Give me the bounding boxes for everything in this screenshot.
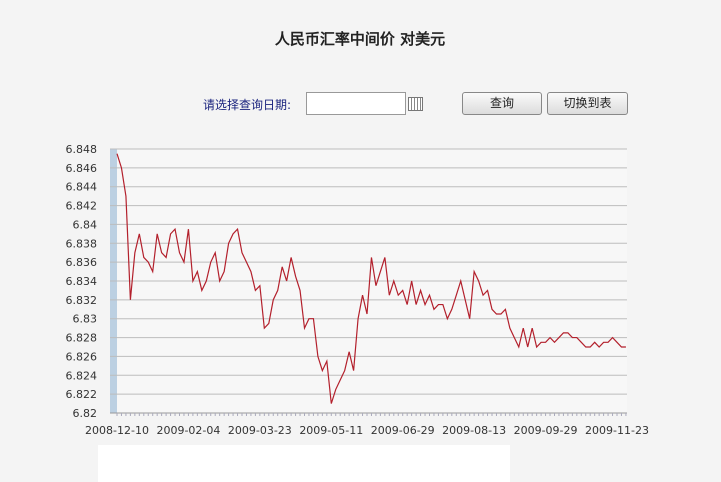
y-tick-label: 6.846 [66, 162, 98, 175]
x-tick-label: 2009-06-29 [371, 424, 435, 437]
date-label: 请选择查询日期: [203, 98, 292, 112]
y-tick-label: 6.83 [73, 313, 98, 326]
axis-strip [110, 149, 117, 413]
y-tick-label: 6.848 [66, 143, 98, 156]
toggle-button[interactable]: 切换到表 [547, 92, 628, 115]
y-tick-label: 6.822 [66, 388, 98, 401]
calendar-icon[interactable] [408, 97, 423, 111]
y-tick-label: 6.838 [66, 237, 98, 250]
y-tick-label: 6.828 [66, 332, 98, 345]
x-tick-label: 2009-03-23 [228, 424, 292, 437]
x-tick-label: 2009-05-11 [299, 424, 363, 437]
y-tick-label: 6.84 [73, 218, 98, 231]
footer-box [98, 445, 510, 482]
y-tick-label: 6.836 [66, 256, 98, 269]
x-tick-label: 2009-02-04 [156, 424, 220, 437]
y-tick-label: 6.844 [66, 181, 98, 194]
y-tick-label: 6.824 [66, 369, 98, 382]
y-tick-label: 6.82 [73, 407, 98, 420]
plot-area [110, 149, 627, 413]
chart-title: 人民币汇率中间价 对美元 [275, 30, 445, 48]
y-tick-label: 6.842 [66, 200, 98, 213]
x-tick-label: 2008-12-10 [85, 424, 149, 437]
y-tick-label: 6.832 [66, 294, 98, 307]
x-tick-label: 2009-08-13 [442, 424, 506, 437]
date-input[interactable] [306, 92, 406, 115]
line [116, 153, 626, 404]
y-tick-label: 6.826 [66, 350, 98, 363]
x-tick-label: 2009-09-29 [514, 424, 578, 437]
x-tick-label: 2009-11-23 [585, 424, 649, 437]
query-button[interactable]: 查询 [462, 92, 542, 115]
y-tick-label: 6.834 [66, 275, 98, 288]
